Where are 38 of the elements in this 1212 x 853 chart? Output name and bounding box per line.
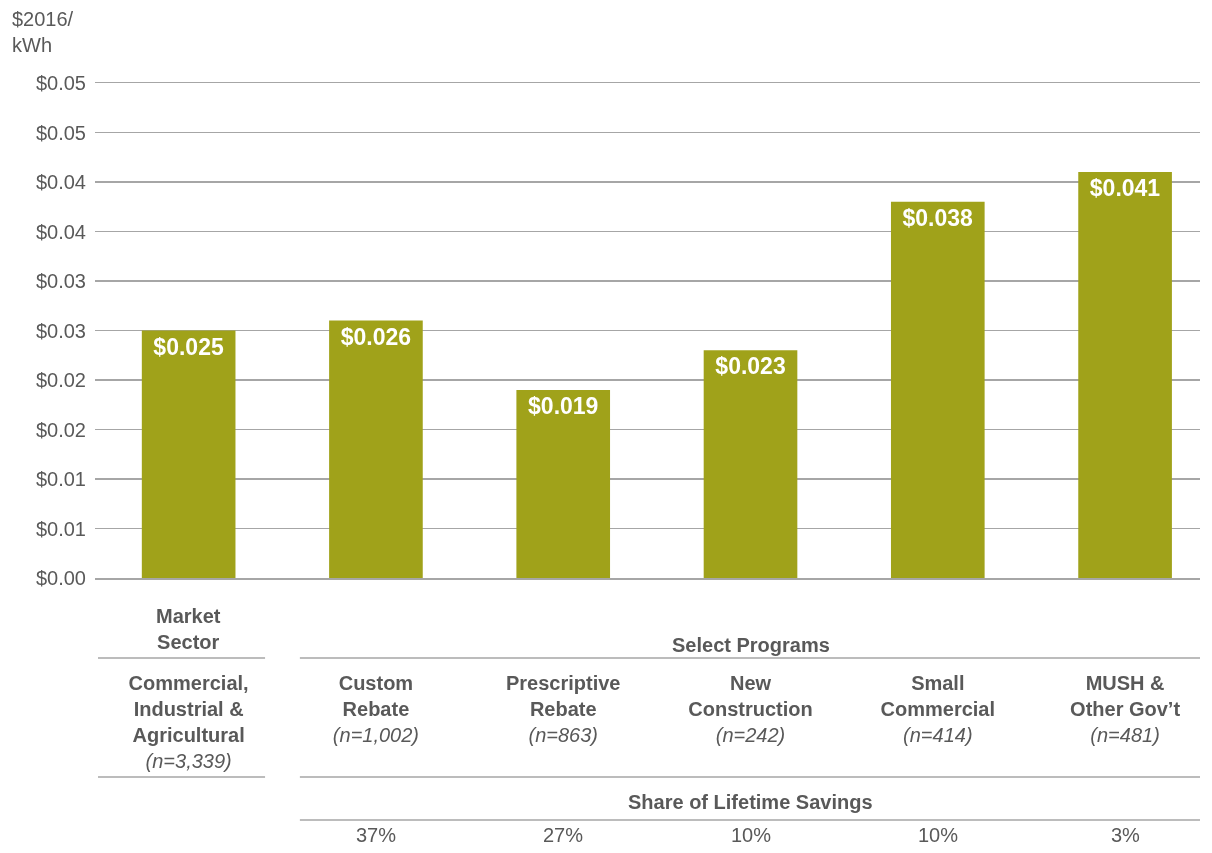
x-tick-label: Prescriptive Rebate (n=863) [505,671,621,746]
x-tick-label: New Construction (n=242) [688,671,813,746]
y-tick-label: $0.05 [35,121,86,144]
text: 37% [356,824,397,846]
data-label: $0.026 [340,323,412,350]
bar [1078,172,1172,578]
x-tick-label: Small Commercial (n=414) [880,671,996,746]
x-tick-label: Commercial, Industrial & Agricultural (n=3,339) [128,671,249,772]
text: 27% [543,824,584,846]
x-tick-label: Custom Rebate (n=1,002) [332,671,420,746]
x-tick-label: MUSH & Other Gov’t (n=481) [1070,671,1181,746]
bar [890,201,985,578]
data-label: $0.025 [153,333,224,360]
y-tick-label: $0.02 [35,369,86,391]
y-tick-label: $0.03 [35,270,86,292]
y-tick-label: $0.04 [35,220,86,243]
y-tick-label: $0.01 [35,517,86,540]
bar [516,389,611,578]
y-tick-label: $0.00 [35,567,86,589]
data-label: $0.023 [715,353,786,380]
text: 10% [731,824,772,846]
text: 3% [1111,824,1141,846]
data-label: $0.038 [902,204,974,231]
y-tick-label: $0.04 [35,171,86,193]
bar [141,330,236,578]
text: Share of Lifetime Savings [628,791,873,813]
y-axis-title: $2016/ kWh [12,8,74,56]
bar [329,320,423,578]
y-tick-label: $0.02 [35,418,86,441]
data-label: $0.041 [1089,175,1161,202]
y-tick-label: $0.05 [35,72,86,94]
bar [703,350,798,578]
text: Select Programs [672,634,830,656]
text: 10% [918,824,959,846]
y-tick-label: $0.03 [35,319,86,342]
data-label: $0.019 [528,392,599,419]
text: Market Sector [156,605,221,653]
y-tick-label: $0.01 [35,468,86,490]
